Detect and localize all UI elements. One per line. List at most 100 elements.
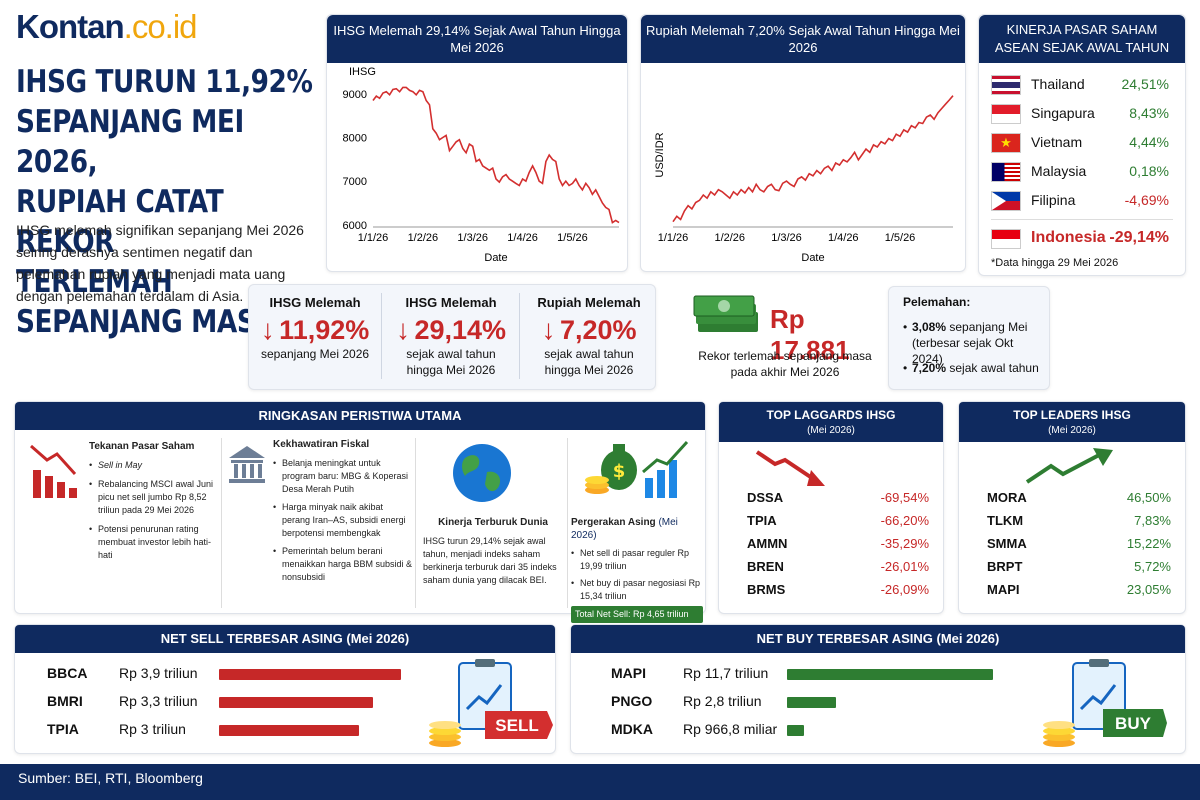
laggards-header: TOP LAGGARDS IHSG (Mei 2026) <box>719 402 943 442</box>
stock-code: BRPT <box>987 559 1023 574</box>
source-footer: Sumber: BEI, RTI, Bloomberg <box>0 764 1200 800</box>
series-line <box>672 95 954 223</box>
divider <box>567 438 568 608</box>
weakening-text: sepanjang Mei <box>949 320 1028 334</box>
amount-label: Rp 3,9 triliun <box>119 665 198 681</box>
asean-row-thailand: Thailand 24,51% <box>979 71 1185 99</box>
laggard-row: TPIA -66,20% <box>747 513 929 535</box>
x-axis-label: Date <box>484 252 507 264</box>
top-leaders-card: TOP LEADERS IHSG (Mei 2026) MORA 46,50% T… <box>958 401 1186 614</box>
event-foreign: Pergerakan Asing (Mei 2026) Net sell di … <box>571 516 705 623</box>
amount-label: Rp 966,8 miliar <box>683 721 778 737</box>
intro-text: IHSG melemah signifikan sepanjang Mei 20… <box>16 222 304 304</box>
x-tick-label: 1/1/26 <box>658 232 689 244</box>
money-bag-growth-icon: $ <box>585 440 689 498</box>
weakening-point-1: 3,08% sepanjang Mei (terbesar sejak Okt … <box>903 319 1047 367</box>
leaders-title: TOP LEADERS IHSG <box>1013 408 1131 422</box>
asean-country: Thailand <box>1031 76 1085 92</box>
divider <box>221 438 222 608</box>
stat-title: IHSG Melemah <box>269 295 361 310</box>
stat-value: 11,92% <box>279 315 370 345</box>
record-value: Rp 17.881 <box>770 304 850 365</box>
value-bar <box>219 669 401 680</box>
event-bullet: Potensi penurunan rating membuat investo… <box>89 523 217 562</box>
ihsg-chart-title: IHSG Melemah 29,14% Sejak Awal Tahun Hin… <box>327 15 627 63</box>
y-axis-label: USD/IDR <box>654 132 666 177</box>
stock-change: -26,01% <box>880 559 929 574</box>
headline-line-4: TERLEMAH SEPANJANG MASA <box>16 264 276 340</box>
x-axis-label: Date <box>801 252 824 264</box>
net-sell-card: NET SELL TERBESAR ASING (Mei 2026) BBCA R… <box>14 624 556 754</box>
asean-row-vietnam: ★ Vietnam 4,44% <box>979 129 1185 157</box>
stock-code: BMRI <box>47 693 83 709</box>
leader-row: MAPI 23,05% <box>987 582 1171 604</box>
down-trend-arrow-icon <box>755 450 825 486</box>
net-sell-title: NET SELL TERBESAR ASING (Mei 2026) <box>15 625 555 653</box>
y-tick-label: 8000 <box>343 133 367 145</box>
bar-row: TPIA Rp 3 triliun <box>47 721 401 745</box>
arrow-down-icon: ↓ <box>395 314 410 345</box>
top-laggards-card: TOP LAGGARDS IHSG (Mei 2026) DSSA -69,54%… <box>718 401 944 614</box>
asean-value: 24,51% <box>1121 76 1169 92</box>
ihsg-line-chart: 6000 7000 8000 9000 IHSG 1/1/26 1/2/26 1/3/26 1/… <box>343 66 620 264</box>
total-net-sell-badge: Total Net Sell: Rp 4,65 triliun <box>571 606 703 623</box>
stat-sub: sejak awal tahun <box>544 347 634 361</box>
asean-title-line-2: ASEAN SEJAK AWAL TAHUN <box>994 40 1170 55</box>
stock-change: 46,50% <box>1126 490 1171 505</box>
x-tick-label: 1/5/26 <box>885 232 916 244</box>
stock-code: AMMN <box>747 536 788 551</box>
weakening-text: sejak awal tahun <box>949 361 1039 375</box>
event-title: Tekanan Pasar Saham <box>89 441 195 452</box>
foreign-period: (Mei 2026) <box>571 517 678 541</box>
leaders-header: TOP LEADERS IHSG (Mei 2026) <box>959 402 1185 442</box>
divider <box>415 438 416 608</box>
x-tick-label: 1/5/26 <box>557 232 588 244</box>
stock-change: 23,05% <box>1126 582 1171 597</box>
stat-sub: hingga Mei 2026 <box>406 363 496 377</box>
page-title: IHSG TURUN 11,92% SEPANJANG MEI 2026, RU… <box>16 62 322 342</box>
svg-text:$: $ <box>613 461 626 482</box>
stock-code: BRMS <box>747 582 786 597</box>
weakening-point-2: 7,20% sejak awal tahun <box>903 361 1047 375</box>
stock-code: MAPI <box>987 582 1020 597</box>
asean-value: 8,43% <box>1129 105 1169 121</box>
asean-value: -4,69% <box>1124 192 1169 208</box>
x-tick-label: 1/2/26 <box>714 232 745 244</box>
event-pressure: Tekanan Pasar Saham Sell in May Rebalanc… <box>89 440 217 562</box>
falling-chart-icon <box>30 444 77 498</box>
stock-code: MDKA <box>611 721 653 737</box>
asean-country: Indonesia <box>1031 229 1106 246</box>
amount-label: Rp 3,3 triliun <box>119 693 198 709</box>
up-trend-arrow-icon <box>1025 448 1113 484</box>
event-bullet: Rebalancing MSCI awal Juni picu net sell… <box>89 478 217 517</box>
rupiah-line-chart: USD/IDR 1/1/26 1/2/26 1/3/26 1/4/26 1/5/26 Dat… <box>654 95 954 264</box>
x-tick-label: 1/3/26 <box>771 232 802 244</box>
stock-code: PNGO <box>611 693 653 709</box>
stock-code: BBCA <box>47 665 88 681</box>
y-tick-label: 6000 <box>343 220 367 232</box>
weakening-card: Pelemahan: 3,08% sepanjang Mei (terbesar… <box>888 286 1050 390</box>
x-tick-label: 1/2/26 <box>408 232 439 244</box>
stat-rupiah-ytd: Rupiah Melemah ↓ 7,20% sejak awal tahun … <box>521 295 657 378</box>
laggard-row: BRMS -26,09% <box>747 582 929 604</box>
asean-value: 4,44% <box>1129 134 1169 150</box>
asean-row-philippines: Filipina -4,69% <box>979 187 1185 215</box>
stat-value: 29,14% <box>414 315 507 345</box>
buy-clipboard-icon: BUY <box>1043 659 1167 747</box>
flag-philippines-icon <box>991 191 1021 211</box>
stock-change: 7,83% <box>1134 513 1171 528</box>
asean-performance-card: KINERJA PASAR SAHAM ASEAN SEJAK AWAL TAH… <box>978 14 1186 276</box>
stock-change: -35,29% <box>880 536 929 551</box>
leader-row: TLKM 7,83% <box>987 513 1171 535</box>
divider <box>519 293 520 379</box>
bar-row: BBCA Rp 3,9 triliun <box>47 665 401 689</box>
event-bullet: Net sell di pasar reguler Rp 19,99 trili… <box>571 547 705 573</box>
government-building-icon <box>229 446 265 483</box>
x-tick-label: 1/4/26 <box>507 232 538 244</box>
laggard-row: BREN -26,01% <box>747 559 929 581</box>
amount-label: Rp 2,8 triliun <box>683 693 762 709</box>
net-buy-card: NET BUY TERBESAR ASING (Mei 2026) MAPI Rp… <box>570 624 1186 754</box>
stock-code: TPIA <box>747 513 777 528</box>
flag-indonesia-icon <box>991 229 1021 249</box>
arrow-down-icon: ↓ <box>541 314 556 345</box>
